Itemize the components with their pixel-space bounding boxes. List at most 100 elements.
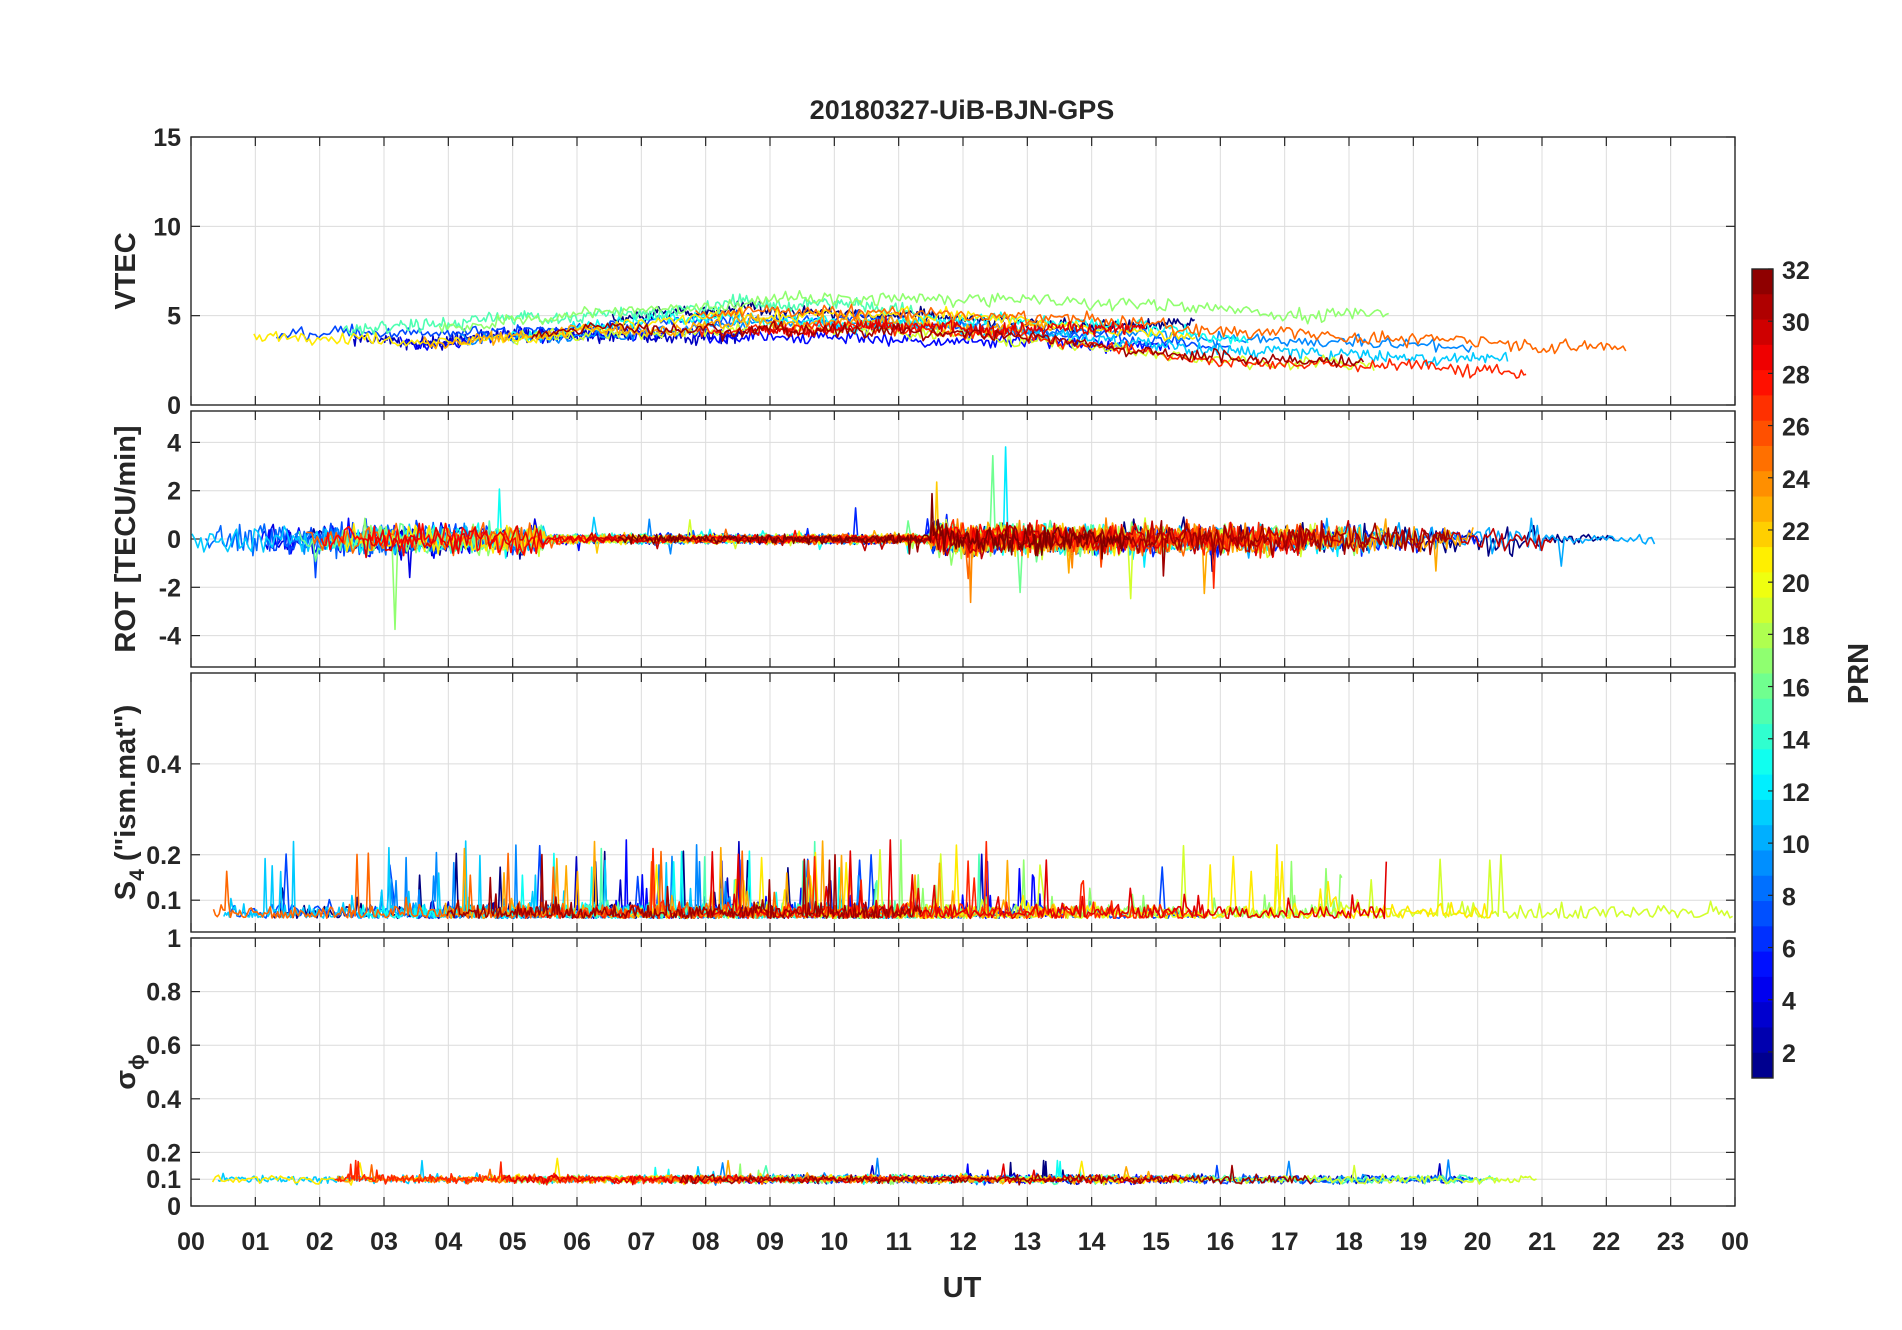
colorbar-tick-label: 12 [1782,779,1810,807]
x-tick-label: 05 [499,1228,527,1256]
x-tick-label: 13 [1013,1228,1041,1256]
colorbar-segment [1752,395,1773,422]
colorbar-segment [1752,724,1773,750]
series-prn-7 [276,309,1232,350]
colorbar-segment [1752,319,1773,346]
colorbar-segment [1752,1027,1773,1054]
series-prn-29 [362,521,1316,559]
colorbar-segment [1752,622,1773,649]
y-axis-label: σϕ [110,1054,149,1090]
colorbar-tick-label: 22 [1782,518,1810,546]
y-tick-label: 2 [167,478,181,506]
x-tick-label: 08 [692,1228,720,1256]
colorbar-segment [1752,1002,1773,1028]
traces-vtec [253,290,1627,379]
panel-frame [190,136,1736,406]
x-tick-label: 20 [1464,1228,1492,1256]
panel-rot: -4 -2 0 2 4 ROT [TECU/min] [110,410,1736,668]
y-axis-label: ROT [TECU/min] [110,425,142,652]
colorbar-segment [1752,1052,1773,1079]
y-tick-label: 5 [167,303,181,331]
y-tick-label: 10 [153,213,181,241]
x-tick-label: 04 [434,1228,462,1256]
colorbar-segment [1752,648,1773,674]
y-tick-label: 0.8 [146,979,181,1007]
panel-vtec: 0 5 10 15 VTEC [110,124,1736,420]
y-tick-label: -4 [159,623,181,651]
panel-sigma_phi: 00.10.2 0.4 0.6 0.8 1 σϕ [110,925,1736,1221]
colorbar-segment [1752,547,1773,573]
x-tick-label: 12 [949,1228,977,1256]
colorbar-segment [1752,698,1773,725]
colorbar-tick-label: 6 [1782,936,1796,964]
x-axis: 00 01 02 03 04 05 06 07 08 09 10 11 12 13 14 15 16 17 18 19… [177,1228,1749,1256]
colorbar-segment [1752,825,1773,851]
colorbar-segment [1752,420,1773,447]
x-tick-label: 18 [1335,1228,1363,1256]
series-prn-27 [518,840,1208,920]
colorbar-segment [1752,294,1773,321]
colorbar-tick-label: 26 [1782,414,1810,442]
series-prn-31 [531,320,1365,368]
panel-s4: 0.1 0.2 0.4S4 ("ism.mat") [110,672,1736,933]
panel-frame [190,410,1736,668]
series-prn-31 [678,1164,1315,1186]
traces-rot [191,446,1656,631]
x-tick-label: 07 [627,1228,655,1256]
x-tick-label: 11 [885,1228,912,1256]
x-tick-label: 06 [563,1228,591,1256]
y-tick-label: 0 [167,392,181,420]
colorbar-segment [1752,976,1773,1003]
x-tick-label: 23 [1657,1228,1685,1256]
y-tick-label: 0.2 [146,842,181,870]
x-tick-label: 00 [177,1228,205,1256]
series-prn-25 [695,303,1627,355]
colorbar-tick-label: 20 [1782,570,1810,598]
y-tick-label: 1 [167,925,181,953]
y-tick-label: 15 [153,124,181,152]
y-tick-label: 0.6 [146,1032,181,1060]
colorbar-tick-label: 2 [1782,1040,1796,1068]
colorbar-segment [1752,774,1773,801]
x-tick-label: 02 [306,1228,334,1256]
y-tick-label: 0.2 [146,1139,181,1167]
x-tick-label: 03 [370,1228,398,1256]
x-tick-label: 00 [1721,1228,1749,1256]
colorbar-tick-label: 30 [1782,309,1810,337]
x-tick-label: 16 [1206,1228,1234,1256]
colorbar-segment [1752,749,1773,776]
x-tick-label: 17 [1271,1228,1299,1256]
colorbar-segment [1752,445,1773,472]
x-tick-label: 14 [1078,1228,1106,1256]
x-tick-label: 10 [820,1228,848,1256]
series-prn-29 [502,1163,1193,1186]
x-tick-label: 09 [756,1228,784,1256]
colorbar-label: PRN [1843,643,1875,704]
y-tick-label: 0.4 [146,1086,181,1114]
x-tick-label: 01 [241,1228,269,1256]
colorbar-tick-label: 14 [1782,727,1810,755]
colorbar-segment [1752,370,1773,396]
colorbar-segment [1752,471,1773,498]
series-prn-31 [800,520,1451,577]
colorbar-tick-label: 18 [1782,622,1810,650]
series-prn-15 [342,293,920,337]
series-prn-32 [617,492,1130,560]
colorbar-tick-label: 32 [1782,257,1810,285]
colorbar-segment [1752,673,1773,700]
panel-frame [190,672,1736,933]
series-prn-17 [438,290,1389,333]
x-axis-label: UT [943,1272,982,1304]
colorbar-segment [1752,269,1773,295]
colorbar-segment [1752,597,1773,624]
y-axis-label: S4 ("ism.mat") [110,705,149,901]
y-tick-label: 0 [167,526,181,554]
colorbar-segment [1752,572,1773,599]
colorbar-tick-label: 4 [1782,988,1796,1016]
colorbar-tick-label: 8 [1782,883,1796,911]
colorbar-segment [1752,901,1773,927]
colorbar-tick-label: 28 [1782,361,1810,389]
colorbar-tick-label: 10 [1782,831,1810,859]
